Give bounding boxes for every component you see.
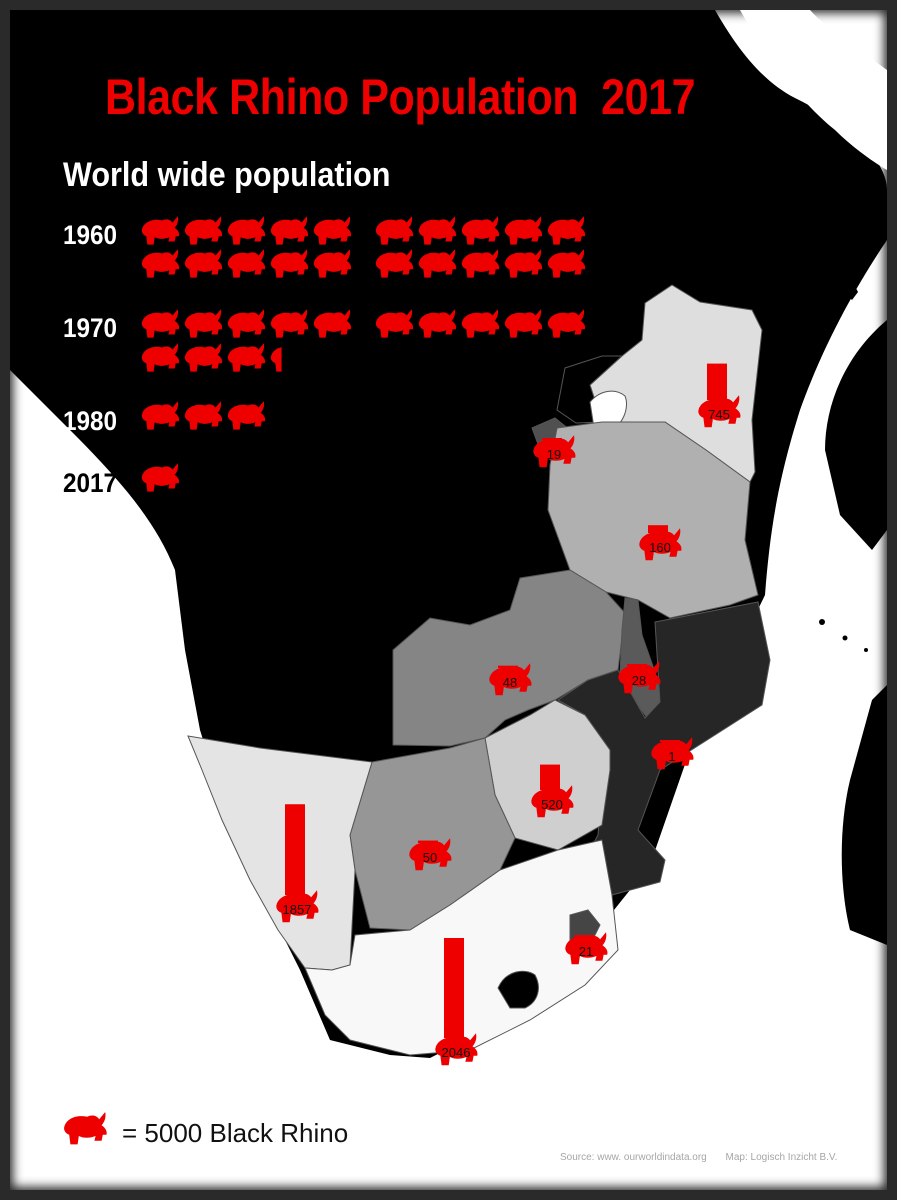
- countries: [187, 284, 771, 1056]
- year-label-1970: 1970: [63, 313, 118, 343]
- bar-rwanda: [542, 438, 562, 440]
- marker-kenya: 745: [698, 363, 741, 428]
- bar-botswana: [418, 840, 438, 843]
- value-label-zambia: 48: [503, 675, 517, 690]
- year-label-1980: 1980: [63, 406, 118, 436]
- bar-malawi: [627, 664, 647, 666]
- value-label-malawi: 28: [632, 673, 646, 688]
- bar-south-africa: [444, 938, 464, 1038]
- map-credit: Map: Logisch Inzicht B.V.: [725, 1152, 838, 1163]
- marker-south-africa: 2046: [435, 938, 478, 1066]
- marker-zambia: 48: [489, 663, 532, 696]
- zambia-region: [392, 569, 626, 747]
- bar-swaziland: [574, 935, 594, 937]
- bar-mozambique: [660, 740, 680, 742]
- value-label-mozambique: 1: [668, 749, 675, 764]
- value-label-kenya: 745: [708, 407, 730, 422]
- bar-zambia: [498, 665, 518, 668]
- value-label-rwanda: 19: [547, 447, 561, 462]
- value-label-namibia: 1857: [283, 902, 312, 917]
- rhino-icon: [62, 1110, 110, 1150]
- country-markers: 745 19 160 48 28 1 520 50 1857 21 2046: [276, 363, 741, 1066]
- value-label-botswana: 50: [423, 850, 437, 865]
- legend-label: = 5000 Black Rhino: [122, 1118, 349, 1148]
- marker-namibia: 1857: [276, 804, 319, 923]
- bar-tanzania: [648, 525, 668, 533]
- namibia-region: [187, 735, 373, 971]
- value-label-south-africa: 2046: [442, 1045, 471, 1060]
- marker-zimbabwe: 520: [531, 764, 574, 818]
- marker-rwanda: 19: [533, 435, 576, 468]
- year-label-2017: 2017: [63, 468, 118, 498]
- value-label-swaziland: 21: [579, 944, 593, 959]
- marker-malawi: 28: [618, 661, 661, 694]
- legend: = 5000 Black Rhino: [62, 1110, 348, 1155]
- bar-zimbabwe: [540, 764, 560, 790]
- year-label-1960: 1960: [63, 220, 118, 250]
- africa-map: 745 19 160 48 28 1 520 50 1857 21 2046: [10, 10, 887, 1066]
- credits: Source: www. ourworldindata.org Map: Log…: [560, 1152, 837, 1163]
- marker-swaziland: 21: [565, 932, 608, 965]
- subtitle: World wide population: [63, 156, 391, 194]
- source-credit: Source: www. ourworldindata.org: [560, 1152, 707, 1163]
- lesotho-region: [497, 970, 539, 1009]
- bar-namibia: [285, 804, 305, 895]
- madagascar: [841, 685, 887, 945]
- value-label-zimbabwe: 520: [541, 797, 563, 812]
- value-label-tanzania: 160: [649, 540, 671, 555]
- page-title: Black Rhino Population 2017: [105, 69, 696, 125]
- marker-botswana: 50: [409, 838, 452, 871]
- red-sea: [740, 10, 887, 170]
- marker-mozambique: 1: [651, 737, 694, 770]
- marker-tanzania: 160: [639, 525, 682, 561]
- tanzania-region: [547, 421, 759, 619]
- bar-kenya: [707, 363, 727, 400]
- map-frame: 745 19 160 48 28 1 520 50 1857 21 2046 Black Rhino…: [10, 10, 887, 1190]
